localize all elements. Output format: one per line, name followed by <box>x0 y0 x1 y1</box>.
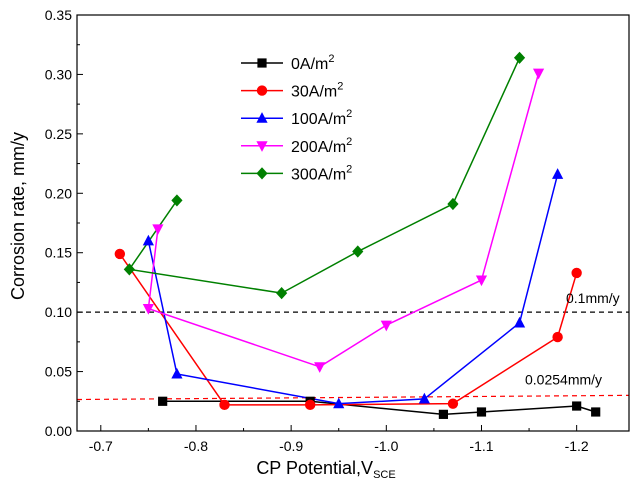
data-point <box>276 287 288 300</box>
x-tick-label: -0.7 <box>89 438 113 454</box>
data-point <box>591 407 601 417</box>
y-tick-label: 0.05 <box>45 364 72 380</box>
data-point <box>476 407 487 417</box>
data-point <box>552 331 563 343</box>
legend-label-main: 100A/m <box>291 111 346 128</box>
x-axis-title-main: CP Potential,V <box>256 458 373 478</box>
data-point <box>314 362 326 373</box>
legend-marker <box>256 112 268 123</box>
legend-label: 30A/m2 <box>291 81 343 101</box>
y-tick-label: 0.30 <box>45 66 72 82</box>
data-point <box>552 168 564 179</box>
legend-marker <box>256 141 268 152</box>
legend-label-superscript: 2 <box>337 81 343 93</box>
reference-line <box>76 394 630 401</box>
data-point <box>352 245 364 258</box>
data-point <box>475 275 488 287</box>
y-tick-label: 0.10 <box>45 304 72 320</box>
x-tick-label: -1.2 <box>565 438 589 454</box>
data-point <box>513 51 526 64</box>
reference-line-label: 0.0254mm/y <box>525 371 602 387</box>
data-point <box>447 197 459 211</box>
x-tick-label: -0.9 <box>279 438 303 454</box>
legend-marker <box>256 167 268 180</box>
data-point <box>513 316 526 328</box>
x-axis-title: CP Potential,VSCE <box>256 458 395 481</box>
data-point <box>152 224 164 236</box>
data-point <box>114 248 126 260</box>
x-tick-label: -1.0 <box>374 438 398 454</box>
data-point <box>171 194 183 207</box>
x-tick-label: -1.1 <box>469 438 493 454</box>
legend-label: 200A/m2 <box>291 136 352 156</box>
y-axis-title: Corrosion rate, mm/y <box>8 132 28 300</box>
legend-label-main: 200A/m <box>291 139 346 156</box>
series-line <box>147 73 540 368</box>
data-point <box>380 320 392 332</box>
legend-label-superscript: 2 <box>328 53 334 65</box>
legend-label: 300A/m2 <box>291 163 352 183</box>
data-point <box>142 303 154 315</box>
data-point <box>571 267 582 279</box>
legend-label-superscript: 2 <box>346 108 352 120</box>
legend-label: 0A/m2 <box>291 53 334 73</box>
data-point <box>158 396 168 406</box>
y-tick-label: 0.25 <box>45 126 72 142</box>
legend-label-superscript: 2 <box>346 136 352 148</box>
data-point <box>142 234 154 246</box>
legend-label-main: 0A/m <box>291 56 328 73</box>
data-point <box>123 263 135 276</box>
legend-label-superscript: 2 <box>346 163 352 175</box>
y-tick-label: 0.20 <box>45 185 72 201</box>
legend-label-main: 300A/m <box>291 166 346 183</box>
series-line <box>147 174 559 405</box>
data-point <box>219 399 230 411</box>
data-point <box>447 398 459 409</box>
y-tick-label: 0.00 <box>45 423 72 439</box>
data-point <box>171 367 183 379</box>
data-point <box>438 409 449 419</box>
data-point <box>333 397 345 409</box>
legend-label: 100A/m2 <box>291 108 352 128</box>
series-line <box>128 57 521 294</box>
legend-marker <box>256 85 268 96</box>
data-point <box>572 401 582 411</box>
data-point <box>532 68 545 80</box>
y-tick-label: 0.15 <box>45 245 72 261</box>
data-point <box>418 392 430 404</box>
reference-line-label: 0.1mm/y <box>566 290 620 306</box>
x-axis-title-subscript: SCE <box>373 469 396 481</box>
legend-marker <box>257 58 267 68</box>
legend-label-main: 30A/m <box>291 84 337 101</box>
x-tick-label: -0.8 <box>184 438 208 454</box>
data-point <box>304 399 316 411</box>
y-tick-label: 0.35 <box>45 7 72 23</box>
